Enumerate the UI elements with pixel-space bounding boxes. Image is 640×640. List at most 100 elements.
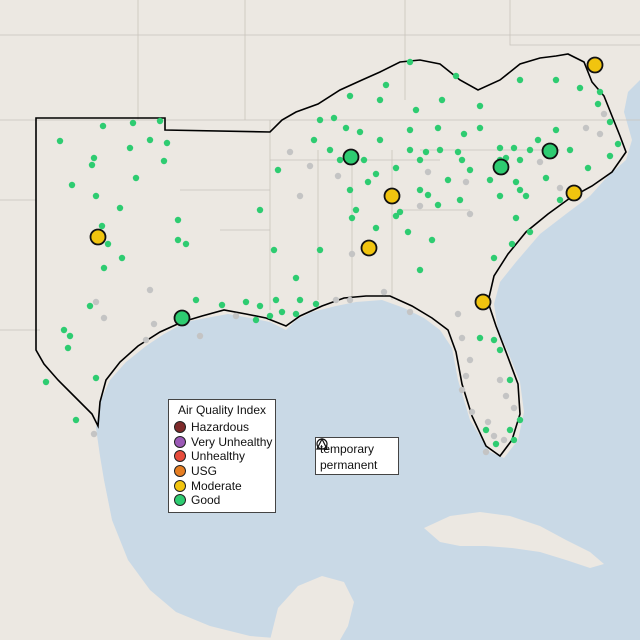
monitor-dot-no-data[interactable] (502, 392, 510, 400)
monitor-dot-good[interactable] (552, 126, 560, 134)
monitor-dot-good[interactable] (252, 316, 260, 324)
monitor-dot-good[interactable] (526, 146, 534, 154)
monitor-dot-good[interactable] (242, 298, 250, 306)
monitor-dot-good[interactable] (56, 137, 64, 145)
monitor-marker-good[interactable] (541, 142, 559, 160)
monitor-dot-good[interactable] (92, 374, 100, 382)
monitor-dot-good[interactable] (584, 164, 592, 172)
monitor-dot-good[interactable] (512, 214, 520, 222)
monitor-dot-good[interactable] (98, 222, 106, 230)
monitor-dot-good[interactable] (594, 100, 602, 108)
monitor-dot-no-data[interactable] (92, 298, 100, 306)
monitor-dot-good[interactable] (516, 186, 524, 194)
major-monitor-markers[interactable] (89, 56, 604, 327)
monitor-dot-good[interactable] (118, 254, 126, 262)
monitor-dot-no-data[interactable] (596, 130, 604, 138)
monitor-dot-good[interactable] (292, 310, 300, 318)
monitor-dot-no-data[interactable] (150, 320, 158, 328)
monitor-dot-good[interactable] (476, 334, 484, 342)
monitor-dot-no-data[interactable] (334, 172, 342, 180)
monitor-dot-no-data[interactable] (100, 314, 108, 322)
monitor-dot-no-data[interactable] (406, 308, 414, 316)
monitor-dot-good[interactable] (392, 164, 400, 172)
monitor-dot-no-data[interactable] (306, 162, 314, 170)
monitor-dot-good[interactable] (596, 88, 604, 96)
monitor-dot-no-data[interactable] (296, 192, 304, 200)
monitor-dot-no-data[interactable] (380, 288, 388, 296)
monitor-dot-no-data[interactable] (500, 436, 508, 444)
monitor-dot-good[interactable] (372, 170, 380, 178)
monitor-dot-no-data[interactable] (454, 310, 462, 318)
monitor-dot-good[interactable] (132, 174, 140, 182)
monitor-dot-no-data[interactable] (466, 356, 474, 364)
monitor-dot-no-data[interactable] (490, 432, 498, 440)
monitor-dot-good[interactable] (416, 156, 424, 164)
monitor-dot-good[interactable] (104, 240, 112, 248)
monitor-dot-good[interactable] (512, 178, 520, 186)
monitor-dot-good[interactable] (174, 216, 182, 224)
monitor-dot-good[interactable] (412, 106, 420, 114)
monitor-dot-good[interactable] (496, 192, 504, 200)
monitor-dot-good[interactable] (156, 117, 164, 125)
monitor-dot-no-data[interactable] (332, 296, 340, 304)
monitor-marker-moderate[interactable] (474, 293, 492, 311)
monitor-dot-good[interactable] (182, 240, 190, 248)
monitor-dot-good[interactable] (526, 228, 534, 236)
monitor-dot-good[interactable] (72, 416, 80, 424)
monitor-marker-good[interactable] (342, 148, 360, 166)
monitor-dot-good[interactable] (360, 156, 368, 164)
monitor-dot-good[interactable] (272, 296, 280, 304)
monitor-dot-good[interactable] (218, 301, 226, 309)
monitor-dot-no-data[interactable] (424, 168, 432, 176)
monitor-dot-good[interactable] (316, 116, 324, 124)
monitor-dot-good[interactable] (126, 144, 134, 152)
monitor-dot-no-data[interactable] (600, 110, 608, 118)
monitor-dot-good[interactable] (60, 326, 68, 334)
monitor-dot-good[interactable] (404, 228, 412, 236)
monitor-dot-good[interactable] (482, 426, 490, 434)
monitor-dot-good[interactable] (406, 146, 414, 154)
monitor-dot-good[interactable] (256, 206, 264, 214)
monitor-dot-good[interactable] (346, 186, 354, 194)
monitor-dot-good[interactable] (352, 206, 360, 214)
monitor-dot-good[interactable] (346, 92, 354, 100)
monitor-dot-good[interactable] (534, 136, 542, 144)
monitor-dot-no-data[interactable] (510, 404, 518, 412)
monitor-dot-good[interactable] (90, 154, 98, 162)
monitor-dot-good[interactable] (576, 84, 584, 92)
monitor-dot-good[interactable] (456, 196, 464, 204)
monitor-dot-good[interactable] (278, 308, 286, 316)
monitor-dot-good[interactable] (372, 224, 380, 232)
monitor-dot-good[interactable] (364, 178, 372, 186)
monitor-dot-no-data[interactable] (466, 210, 474, 218)
monitor-dot-no-data[interactable] (458, 386, 466, 394)
monitor-dot-no-data[interactable] (536, 158, 544, 166)
monitor-dot-good[interactable] (506, 426, 514, 434)
monitor-dot-good[interactable] (458, 156, 466, 164)
monitor-dot-good[interactable] (326, 146, 334, 154)
monitor-dot-good[interactable] (274, 166, 282, 174)
monitor-dot-good[interactable] (256, 302, 264, 310)
monitor-dot-good[interactable] (99, 122, 107, 130)
monitor-dot-no-data[interactable] (582, 124, 590, 132)
monitor-dot-no-data[interactable] (458, 334, 466, 342)
monitor-dot-good[interactable] (382, 81, 390, 89)
monitor-dot-good[interactable] (342, 124, 350, 132)
monitor-dot-no-data[interactable] (482, 448, 490, 456)
monitor-dot-good[interactable] (316, 246, 324, 254)
monitor-dot-good[interactable] (436, 146, 444, 154)
monitor-marker-moderate[interactable] (89, 228, 107, 246)
monitor-dot-no-data[interactable] (462, 178, 470, 186)
monitor-dot-good[interactable] (428, 236, 436, 244)
monitor-dot-no-data[interactable] (484, 418, 492, 426)
monitor-dot-good[interactable] (476, 124, 484, 132)
monitor-dot-good[interactable] (490, 254, 498, 262)
monitor-dot-good[interactable] (510, 436, 518, 444)
monitor-dot-no-data[interactable] (142, 336, 150, 344)
monitor-dot-good[interactable] (606, 118, 614, 126)
monitor-dot-good[interactable] (542, 174, 550, 182)
monitor-dot-good[interactable] (66, 332, 74, 340)
monitor-dot-no-data[interactable] (348, 250, 356, 258)
monitor-dot-good[interactable] (174, 236, 182, 244)
monitor-dot-good[interactable] (296, 296, 304, 304)
